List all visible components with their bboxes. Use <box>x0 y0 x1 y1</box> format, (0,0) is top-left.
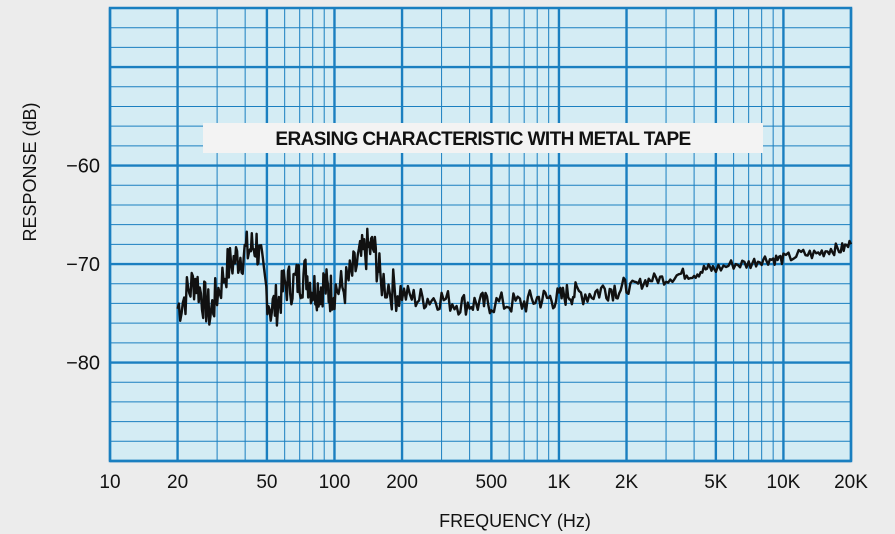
x-tick-labels: 10 20 50 100 200 500 1K 2K 5K 10K 20K <box>99 472 868 493</box>
x-tick-label: 2K <box>615 472 639 493</box>
chart-title-group: ERASING CHARACTERISTIC WITH METAL TAPE <box>203 123 763 153</box>
plot-background <box>110 8 851 461</box>
y-tick-label: −60 <box>66 156 100 178</box>
x-tick-label: 1K <box>547 472 571 493</box>
chart-title-backdrop <box>203 123 763 153</box>
x-tick-label: 20K <box>834 472 868 493</box>
x-tick-label: 20 <box>167 472 188 493</box>
x-tick-label: 50 <box>256 472 277 493</box>
x-axis-label: FREQUENCY (Hz) <box>439 511 591 531</box>
y-axis-label: RESPONSE (dB) <box>20 102 40 241</box>
x-tick-label: 500 <box>476 472 508 493</box>
x-tick-label: 100 <box>319 472 351 493</box>
chart-title: ERASING CHARACTERISTIC WITH METAL TAPE <box>275 129 690 150</box>
series-response-line <box>176 227 853 327</box>
x-tick-label: 10 <box>99 472 120 493</box>
x-tick-label: 10K <box>767 472 801 493</box>
y-tick-label: −70 <box>66 254 100 276</box>
x-tick-label: 5K <box>704 472 728 493</box>
major-grid <box>108 6 853 463</box>
y-tick-label: −80 <box>66 353 100 375</box>
plot-frame <box>108 6 853 463</box>
y-tick-labels: −60 −70 −80 <box>66 156 100 375</box>
x-tick-label: 200 <box>386 472 418 493</box>
